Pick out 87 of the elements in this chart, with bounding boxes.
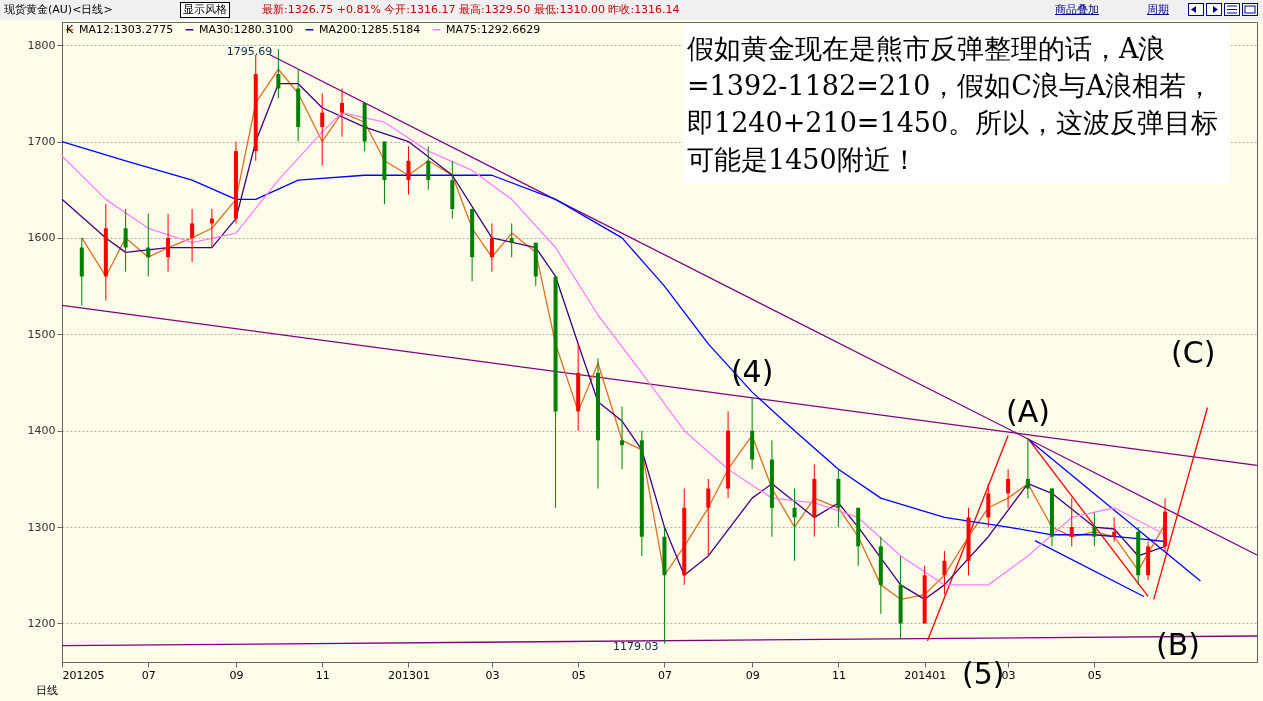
candlestick	[166, 213, 171, 273]
x-tick-label: 03	[485, 668, 500, 682]
candlestick	[450, 160, 455, 220]
candlestick	[533, 242, 538, 287]
candlestick	[942, 550, 947, 596]
candlestick	[986, 483, 991, 528]
candlestick	[1092, 512, 1097, 547]
candlestick	[489, 222, 494, 273]
candlestick	[406, 145, 411, 196]
candlestick	[1163, 497, 1168, 552]
x-tick-label: 11	[831, 668, 846, 682]
y-tick-label: 1700	[27, 135, 56, 149]
legend-label: MA30:1280.3100	[199, 22, 294, 36]
candlestick	[639, 430, 644, 557]
candlestick	[253, 54, 258, 162]
x-tick-label: 201401	[904, 668, 947, 682]
candlestick	[276, 48, 281, 99]
candlestick	[1025, 437, 1030, 499]
text: 商品叠加	[1055, 2, 1099, 18]
candlestick	[836, 468, 841, 528]
annotation: 1179.03	[612, 639, 659, 653]
candlestick	[1006, 468, 1011, 509]
candlestick	[340, 88, 345, 138]
annotation: (A)	[1005, 394, 1050, 430]
candlestick	[470, 208, 475, 282]
candlestick	[79, 237, 84, 306]
candlestick	[878, 536, 883, 615]
legend-label: MA200:1285.5184	[319, 22, 421, 36]
annotation: (C)	[1171, 335, 1216, 370]
candlestick	[966, 507, 971, 576]
candlestick	[146, 213, 151, 277]
candlestick	[190, 208, 195, 263]
candlestick	[123, 208, 128, 273]
legend-label: MA12:1303.2775	[79, 22, 174, 36]
candlestick	[682, 488, 687, 586]
text: 周期	[1147, 2, 1169, 18]
text: 显示风格	[180, 2, 230, 18]
candlestick	[1136, 526, 1141, 586]
candlestick	[362, 102, 367, 152]
annotation: 假如黄金现在是熊市反弹整理的话，A浪=1392-1182=210，假如C浪与A浪相若，即1240+210=1450。所以，这波反弹目标可能是1450附近！	[683, 24, 1231, 184]
chart-subtitle: 最新:1326.75 +0.81% 今开:1316.17 最高:1329.50 最低:1310.00 昨收:1316.14	[262, 2, 680, 18]
candlestick	[898, 555, 903, 639]
annotation: (4)	[730, 353, 774, 389]
candlestick	[750, 397, 755, 470]
annotation: (B)	[1156, 627, 1200, 662]
y-tick-label: 1200	[27, 616, 56, 630]
x-tick-label: 05	[1087, 668, 1102, 682]
chart-title: 现货黄金(AU)<日线>	[4, 2, 113, 18]
candlestick	[856, 507, 861, 567]
x-tick-label: 201205	[62, 668, 105, 682]
candlestick	[103, 203, 108, 302]
candlestick	[726, 410, 731, 499]
candlestick	[1069, 497, 1074, 547]
y-tick-label: 1800	[27, 38, 56, 52]
candlestick	[706, 478, 711, 557]
y-tick-label: 1500	[27, 327, 56, 341]
x-tick-label: 07	[141, 668, 156, 682]
candlestick	[320, 92, 325, 167]
text: 日线	[36, 683, 58, 698]
candlestick	[1112, 516, 1117, 543]
candlestick	[922, 565, 927, 624]
candlestick	[426, 145, 431, 191]
y-tick-label: 1400	[27, 424, 56, 438]
x-tick-label: 09	[229, 668, 244, 682]
y-tick-label: 1300	[27, 520, 56, 534]
x-tick-label: 05	[571, 668, 586, 682]
annotation: 1795.69	[226, 45, 273, 59]
candlestick	[595, 357, 600, 490]
candlestick	[1146, 541, 1151, 581]
candlestick	[620, 406, 625, 470]
candlestick	[792, 488, 797, 562]
candlestick	[233, 141, 238, 224]
candlestick	[812, 463, 817, 538]
x-tick-label: 11	[315, 668, 330, 682]
candlestick	[769, 439, 774, 538]
x-tick-label: 07	[657, 668, 672, 682]
y-tick-label: 1600	[27, 231, 56, 245]
candlestick	[662, 526, 667, 645]
candlestick	[553, 275, 558, 509]
x-tick-label: 201301	[387, 668, 430, 682]
legend-label: MA75:1292.6629	[446, 22, 541, 36]
x-tick-label: 09	[745, 668, 760, 682]
candlestick	[576, 343, 581, 432]
candlestick	[382, 141, 387, 205]
candlestick	[1049, 488, 1054, 547]
candlestick	[296, 68, 301, 143]
candlestick	[509, 222, 514, 258]
